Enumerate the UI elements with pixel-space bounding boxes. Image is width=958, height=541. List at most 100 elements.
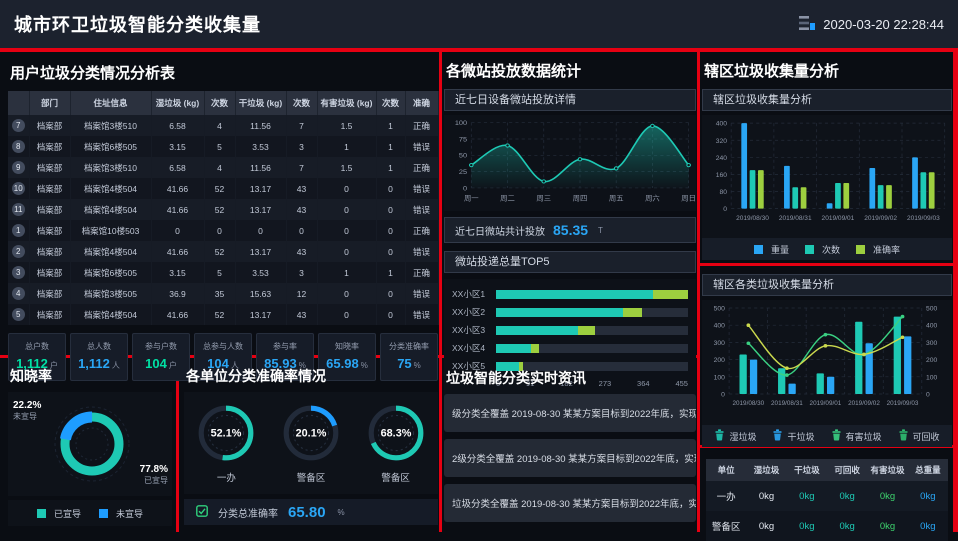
awareness-donut: 22.2% 未宣导 77.8% 已宣导 <box>8 392 172 496</box>
table-cell: 档案部 <box>29 136 71 157</box>
svg-text:25: 25 <box>459 169 467 176</box>
legend-item[interactable]: 准确率 <box>856 243 900 256</box>
table-cell: 7 <box>8 115 30 136</box>
svg-text:500: 500 <box>714 306 726 313</box>
bar-track <box>496 325 688 335</box>
svg-text:68.3%: 68.3% <box>380 428 411 440</box>
table-cell: 41.66 <box>151 241 205 262</box>
bar-row: XX小区1 <box>452 288 688 300</box>
stat-label: 参与户数 <box>145 342 177 351</box>
table-cell: 档案部 <box>29 157 71 178</box>
legend-item[interactable]: 重量 <box>753 243 789 256</box>
table-cell: 36.9 <box>151 283 205 304</box>
stat-number: 75 <box>397 356 412 371</box>
accuracy-gauge: 68.3% 警备区 <box>365 402 427 484</box>
table-row: 5 档案部 档案馆4楼504 41.66 52 13.17 43 0 0 错误 <box>8 304 439 325</box>
stat-label: 总人数 <box>87 342 111 351</box>
stat-value: 104 户 <box>145 355 177 373</box>
legend-item[interactable]: 干垃圾 <box>772 429 815 443</box>
x-axis: 0 91 182 273 364 455 <box>496 379 688 388</box>
table-cell: 13.17 <box>235 178 287 199</box>
bar-track <box>496 361 688 371</box>
table-cell: 41.66 <box>151 199 205 220</box>
table-cell: 档案部 <box>29 304 71 325</box>
bar-segment <box>496 361 520 371</box>
stat-value: 85.93% <box>264 355 306 373</box>
top5-bar-chart: XX小区1 XX小区2 XX小区3 XX小区4 XX小区5 0 91 182 273 364 455 <box>444 279 696 398</box>
svg-text:300: 300 <box>714 340 726 347</box>
table-cell: 11.56 <box>235 115 287 136</box>
table-cell: 3.53 <box>235 136 287 157</box>
bar-row: XX小区3 <box>452 324 688 336</box>
table-cell: 43 <box>286 178 318 199</box>
table-cell: 4 <box>204 115 236 136</box>
bar-label: XX小区1 <box>452 289 486 299</box>
stat-number: 65.98 <box>326 356 359 371</box>
left-column: 用户垃圾分类情况分析表 部门 住址信息 湿垃圾 (kg) 次数 干垃圾 (kg) 次数 有害… <box>8 52 439 381</box>
legend-item[interactable]: 湿垃圾 <box>714 429 756 443</box>
svg-text:100: 100 <box>926 374 938 381</box>
legend-item[interactable]: 可回收 <box>898 429 940 443</box>
table-cell: 0 <box>317 283 377 304</box>
datetime-label: 2020-03-20 22:28:44 <box>823 16 944 32</box>
svg-text:2019/09/01: 2019/09/01 <box>822 215 855 222</box>
column-header: 次数 <box>376 91 406 115</box>
district-bar-chart: 0 80 160 240 320 400 2019/08/30 2019/08/31 2019/… <box>702 115 952 238</box>
legend-item[interactable]: 次数 <box>804 243 840 256</box>
table-cell: 0kg <box>920 520 936 532</box>
table-cell: 7 <box>286 157 318 178</box>
news-item: 2级分类全覆盖 2019-08-30 某某方案目标到2022年底，实现主城区生 <box>444 439 696 477</box>
table-cell: 6.58 <box>151 115 205 136</box>
bar-row: XX小区4 <box>452 342 688 354</box>
divider <box>176 358 179 532</box>
table-cell: 1 <box>376 115 406 136</box>
callout-label: 未宣导 <box>13 412 37 421</box>
legend-item[interactable]: 未宣导 <box>99 507 143 520</box>
callout-value: 77.8% <box>139 464 168 476</box>
gauge-label: 警备区 <box>381 473 410 484</box>
svg-text:2019/08/30: 2019/08/30 <box>736 215 769 222</box>
table-cell: 错误 <box>405 241 439 262</box>
legend-label: 有害垃圾 <box>845 431 882 442</box>
awareness-panel: 知晓率 22.2% 未宣导 77.8% 已宣导 已宣导 未宣导 <box>8 360 172 532</box>
svg-text:2019/09/03: 2019/09/03 <box>887 400 919 407</box>
bar-track <box>496 307 688 317</box>
news-item: 级分类全覆盖 2019-08-30 某某方案目标到2022年底，实现主城区生活 <box>444 394 696 432</box>
table-cell: 档案馆4楼504 <box>70 241 152 262</box>
svg-text:320: 320 <box>716 138 728 145</box>
legend-item[interactable]: 有害垃圾 <box>831 429 882 443</box>
trash-bin-icon <box>898 429 909 443</box>
column-header: 干垃圾 <box>786 459 827 481</box>
stat-box: 参与户数 104 户 <box>132 333 190 381</box>
news-title: 垃圾智能分类实时资讯 <box>446 370 586 386</box>
unit-accuracy-title: 各单位分类准确率情况 <box>186 368 326 384</box>
table-cell: 0 <box>286 220 318 241</box>
table-cell: 档案馆4楼504 <box>70 178 152 199</box>
legend-swatch <box>856 244 865 254</box>
column-header: 可回收 <box>826 459 868 481</box>
table-cell: 错误 <box>405 304 439 325</box>
table-row: 7 档案部 档案馆3楼510 6.58 4 11.56 7 1.5 1 正确 <box>8 115 439 136</box>
table-cell: 41.66 <box>151 178 205 199</box>
stat-box: 参与率 85.93% <box>256 333 314 381</box>
donut-callout: 22.2% 未宣导 <box>13 400 41 422</box>
table-cell: 0 <box>376 241 406 262</box>
bar-segment <box>578 325 596 335</box>
table-cell: 0 <box>376 283 406 304</box>
svg-text:80: 80 <box>719 189 727 196</box>
table-cell: 41.66 <box>151 304 205 325</box>
stat-unit: 户 <box>168 361 177 370</box>
svg-text:2019/09/02: 2019/09/02 <box>848 400 880 407</box>
total-accuracy-label: 分类总准确率 <box>218 508 278 520</box>
row-index-badge: 11 <box>11 203 25 216</box>
table-cell: 0kg <box>920 490 936 502</box>
stat-value: 75% <box>397 355 421 373</box>
stat-number: 1,112 <box>78 356 110 371</box>
table-cell: 52 <box>204 241 236 262</box>
table-cell: 52 <box>204 178 236 199</box>
svg-text:100: 100 <box>455 120 467 127</box>
table-cell: 0 <box>317 199 377 220</box>
legend-item[interactable]: 已宣导 <box>36 507 81 520</box>
bar-segment <box>530 343 539 353</box>
table-cell: 错误 <box>405 136 439 157</box>
